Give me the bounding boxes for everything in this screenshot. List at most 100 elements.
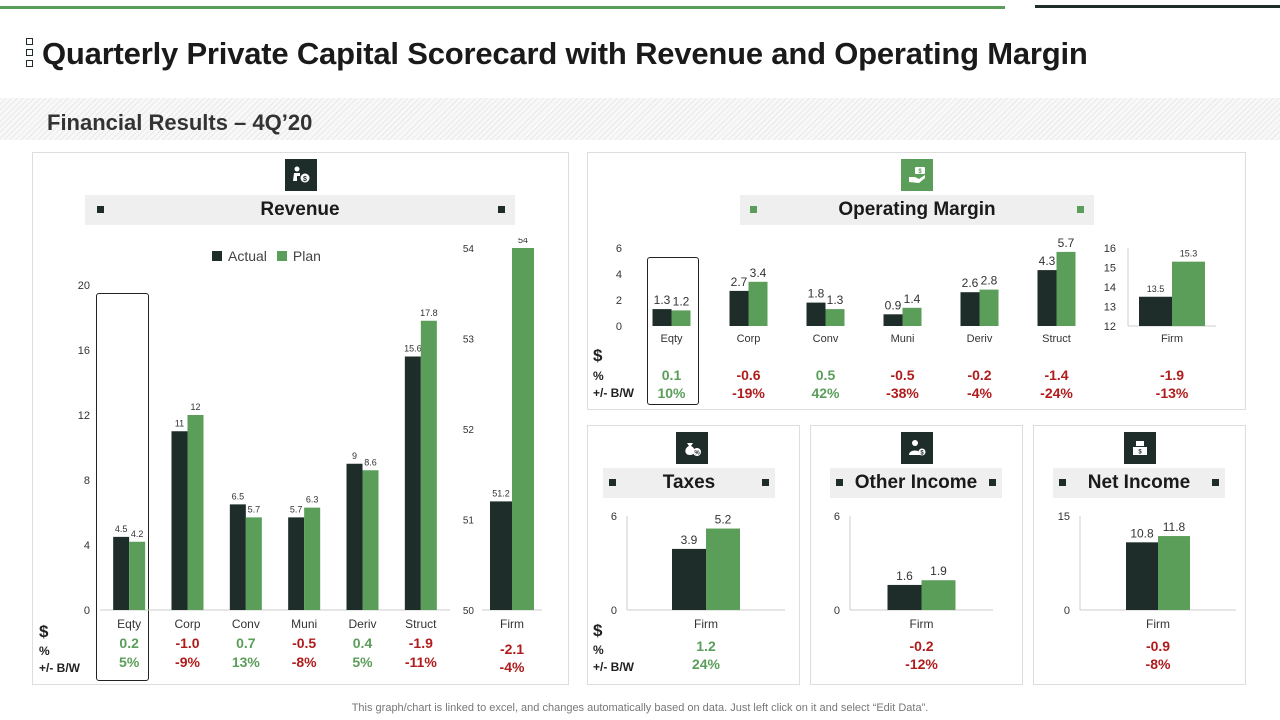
bar-plan <box>245 517 262 610</box>
data-label: 5.7 <box>1058 238 1075 250</box>
legend-swatch-plan <box>276 251 287 261</box>
other-income-chart[interactable]: 0 6 1.6 1.9 Firm -0.2 -12% <box>823 505 1018 677</box>
bar-plan <box>979 289 999 326</box>
y-tick-label: 51 <box>463 516 475 527</box>
variance-pct: -8% <box>1146 656 1171 672</box>
data-label: 4.3 <box>1039 254 1056 268</box>
money-bag-percent-icon: % <box>676 432 708 464</box>
data-label: 1.6 <box>896 569 913 583</box>
page-title: Quarterly Private Capital Scorecard with… <box>42 36 1088 71</box>
legend-swatch-actual <box>212 251 222 261</box>
data-label: 5.7 <box>290 504 303 514</box>
y-tick-label: 6 <box>611 511 617 523</box>
variance-pct: 13% <box>232 654 261 670</box>
operating-margin-panel: $ Operating Margin <box>587 152 1246 410</box>
category-label: Struct <box>405 617 437 631</box>
variance-dollar: 0.2 <box>119 635 139 651</box>
bar-plan <box>671 310 691 326</box>
variance-pct: -12% <box>905 656 938 672</box>
data-label: 1.9 <box>930 564 947 578</box>
data-label: 10.8 <box>1130 526 1154 540</box>
data-label: 11 <box>175 418 184 428</box>
variance-dollar: -2.1 <box>500 641 524 657</box>
y-tick-label: 0 <box>616 321 622 333</box>
operating-margin-firm-chart[interactable]: 12 13 14 15 16 13.5 15.3 Firm -1.9 -13% <box>1098 238 1238 403</box>
header-marker <box>1212 479 1219 486</box>
variance-dollar: -0.5 <box>890 367 914 383</box>
variance-dollar: 0.4 <box>353 635 373 651</box>
y-tick-label: 16 <box>78 345 90 357</box>
operating-margin-title: Operating Margin <box>838 199 996 220</box>
bar-plan <box>187 415 204 610</box>
variance-dollar: -0.5 <box>292 635 316 651</box>
revenue-chart[interactable]: 0 4 8 12 16 20 4.5 4.2 Eqty 0.2 5% 11 12 Corp -1.0 -9% 6… <box>40 270 460 675</box>
header-marker <box>97 206 104 213</box>
bar-actual <box>288 517 305 610</box>
svg-text:$: $ <box>1138 450 1142 456</box>
variance-pct: -4% <box>967 385 992 401</box>
legend-label-plan: Plan <box>292 248 321 264</box>
variance-pct: -4% <box>500 659 525 675</box>
taxes-chart[interactable]: 0 6 3.9 5.2 Firm 1.2 24% <box>600 505 795 677</box>
top-accent-line <box>0 6 1005 9</box>
revenue-firm-chart[interactable]: 50 51 52 53 54 51.2 54 Firm -2.1 -4% <box>452 238 564 675</box>
svg-text:$: $ <box>303 176 307 183</box>
hand-money-icon: $ <box>901 159 933 191</box>
data-label: 1.4 <box>904 292 921 306</box>
header-marker <box>498 206 505 213</box>
net-income-chart[interactable]: 0 15 10.8 11.8 Firm -0.9 -8% <box>1046 505 1241 677</box>
bar-plan <box>706 528 740 610</box>
bar-actual <box>729 290 749 326</box>
variance-dollar: -1.9 <box>1160 367 1184 383</box>
variance-dollar: 0.7 <box>236 635 256 651</box>
category-label: Firm <box>1161 333 1183 345</box>
cash-register-icon: $ <box>1124 432 1156 464</box>
y-tick-label: 6 <box>834 511 840 523</box>
bar-actual <box>490 501 512 610</box>
bar-plan <box>1172 261 1205 326</box>
other-income-header: Other Income <box>830 468 1002 498</box>
data-label: 12 <box>190 402 200 412</box>
variance-dollar: 0.5 <box>816 367 836 383</box>
category-label: Eqty <box>660 333 683 345</box>
taxes-title: Taxes <box>662 472 716 493</box>
category-label: Firm <box>500 617 524 631</box>
y-tick-label: 13 <box>1104 302 1116 314</box>
data-label: 1.3 <box>827 293 844 307</box>
subtitle-band <box>0 98 1280 140</box>
revenue-header: Revenue <box>85 195 515 225</box>
header-marker <box>1077 206 1084 213</box>
variance-dollar: -1.9 <box>409 635 433 651</box>
data-label: 15.3 <box>1180 249 1198 259</box>
bw-row-label: +/- B/W <box>593 660 634 674</box>
other-income-panel: $ Other Income <box>810 425 1023 685</box>
category-label: Firm <box>694 617 718 631</box>
bar-plan <box>748 281 768 326</box>
bar-plan <box>902 307 922 326</box>
y-tick-label: 50 <box>463 606 475 617</box>
header-marker <box>836 479 843 486</box>
variance-dollar: -0.6 <box>736 367 760 383</box>
data-label: 2.7 <box>731 275 748 289</box>
bar-plan <box>362 470 379 610</box>
bar-actual <box>1139 296 1172 326</box>
data-label: 11.8 <box>1163 520 1186 534</box>
operating-margin-header: Operating Margin <box>740 195 1094 225</box>
bar-plan <box>420 320 437 610</box>
variance-pct: -19% <box>732 385 765 401</box>
bar-plan <box>921 580 956 610</box>
y-tick-label: 12 <box>78 410 90 422</box>
header-marker <box>750 206 757 213</box>
bar-actual <box>113 536 130 610</box>
bw-row-label: +/- B/W <box>593 386 634 400</box>
variance-pct: -8% <box>292 654 317 670</box>
data-label: 15.6 <box>404 344 422 354</box>
variance-pct: -13% <box>1156 385 1189 401</box>
bar-actual <box>346 463 363 610</box>
data-label: 6.3 <box>306 495 319 505</box>
bar-plan <box>1158 536 1190 610</box>
bar-actual <box>883 314 903 326</box>
bar-plan <box>825 309 845 326</box>
data-label: 1.8 <box>808 287 825 301</box>
